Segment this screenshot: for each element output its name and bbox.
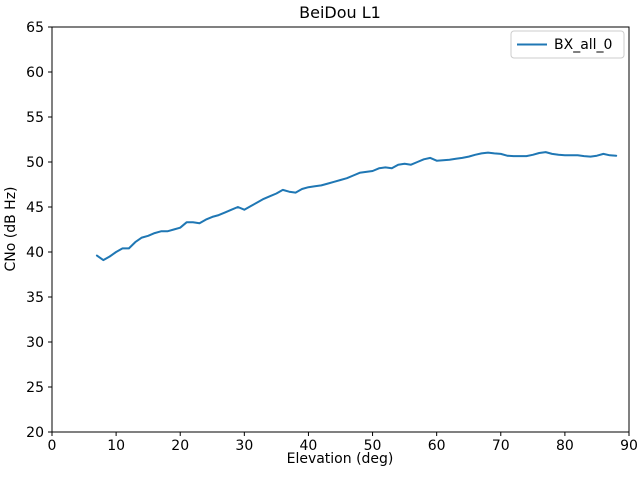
x-tick-label: 10 <box>107 438 125 454</box>
y-tick-label: 60 <box>26 65 44 81</box>
x-tick-label: 30 <box>235 438 253 454</box>
x-tick-label: 20 <box>171 438 189 454</box>
y-tick-label: 45 <box>26 200 44 216</box>
x-tick-label: 60 <box>428 438 446 454</box>
y-axis-ticks: 20 25 30 35 40 45 50 55 60 65 <box>26 20 52 441</box>
x-tick-label: 40 <box>300 438 318 454</box>
y-tick-label: 65 <box>26 20 44 36</box>
legend-entry-label: BX_all_0 <box>554 37 612 53</box>
y-tick-label: 25 <box>26 380 44 396</box>
y-tick-label: 40 <box>26 245 44 261</box>
y-tick-label: 35 <box>26 290 44 306</box>
y-tick-label: 55 <box>26 110 44 126</box>
x-tick-label: 0 <box>48 438 57 454</box>
legend-box <box>510 30 625 59</box>
legend: BX_all_0 <box>510 30 625 59</box>
x-axis-ticks: 0 10 20 30 40 50 60 70 80 90 <box>48 432 638 454</box>
plot-area <box>51 26 630 433</box>
x-tick-label: 50 <box>364 438 382 454</box>
y-tick-label: 30 <box>26 335 44 351</box>
y-tick-label: 50 <box>26 155 44 171</box>
x-tick-label: 70 <box>492 438 510 454</box>
y-axis-label: CNo (dB Hz) <box>3 186 19 271</box>
x-tick-label: 90 <box>620 438 638 454</box>
x-axis-label: Elevation (deg) <box>287 451 394 467</box>
x-tick-label: 80 <box>556 438 574 454</box>
series-line-bx-all-0 <box>95 151 618 262</box>
y-tick-label: 20 <box>26 425 44 441</box>
chart-title: BeiDou L1 <box>299 3 381 22</box>
